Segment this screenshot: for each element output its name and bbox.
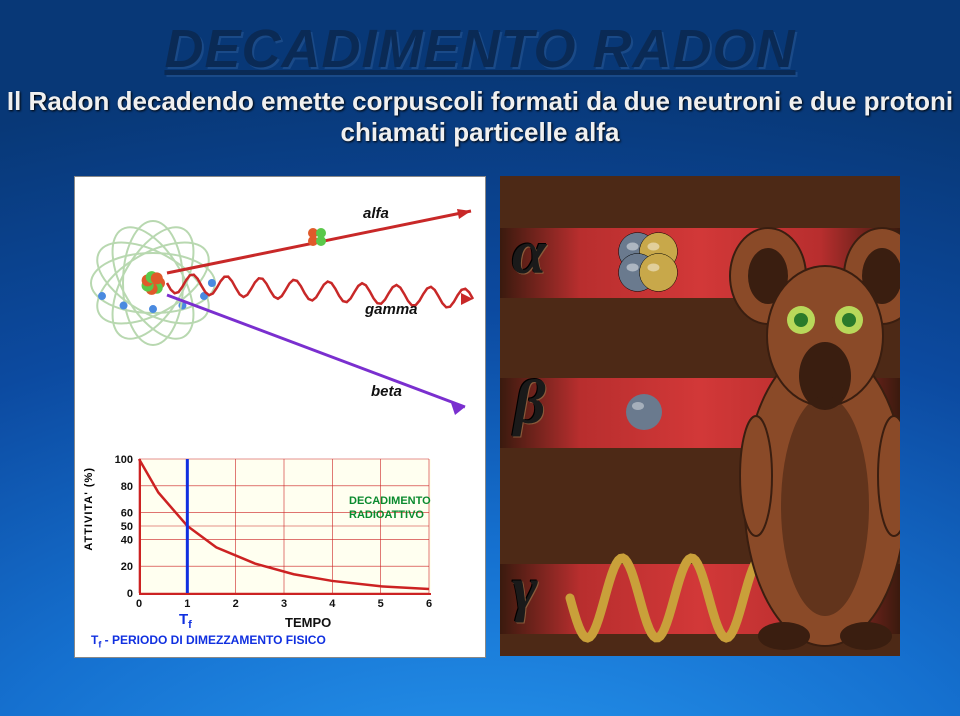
chart-xlabel: TEMPO [285,615,331,630]
svg-text:3: 3 [281,598,287,610]
decay-chart: 0 20 405060 80 100 0 1 2 3 4 5 6 ATTIVITA' (%) DECA… [85,455,475,649]
svg-text:60: 60 [121,508,133,520]
label-alfa: alfa [363,205,389,222]
chart-title-2: RADIOATTIVO [349,509,424,521]
svg-text:6: 6 [426,598,432,610]
left-diagram-panel: alfa gamma beta 0 20 405060 80 100 0 1 2 3 4 5 6 AT… [74,176,486,658]
right-diagram-svg [500,176,900,656]
svg-text:0: 0 [127,588,133,600]
decay-chart-svg: 0 20 405060 80 100 0 1 2 3 4 5 6 [85,455,475,649]
slide-root: DECADIMENTO RADON Il Radon decadendo eme… [0,0,960,716]
svg-text:2: 2 [233,598,239,610]
svg-text:4: 4 [329,598,336,610]
chart-tf: Tf [179,611,192,631]
svg-text:5: 5 [378,598,384,610]
chart-title-1: DECADIMENTO [349,495,431,507]
slide-title: DECADIMENTO RADON [0,18,960,80]
label-beta: beta [371,383,402,400]
svg-text:80: 80 [121,481,133,493]
label-gamma: gamma [365,301,418,318]
svg-text:0: 0 [136,598,142,610]
slide-subtitle: Il Radon decadendo emette corpuscoli for… [0,86,960,148]
decay-rays-diagram [75,177,485,447]
svg-text:20: 20 [121,561,133,573]
svg-text:100: 100 [115,455,133,466]
right-diagram-panel: α β γ [500,176,900,656]
chart-ylabel: ATTIVITA' (%) [83,467,95,551]
svg-text:50: 50 [121,521,133,533]
svg-text:1: 1 [184,598,190,610]
chart-footer: Tf - PERIODO DI DIMEZZAMENTO FISICO [91,633,326,649]
svg-text:40: 40 [121,534,133,546]
